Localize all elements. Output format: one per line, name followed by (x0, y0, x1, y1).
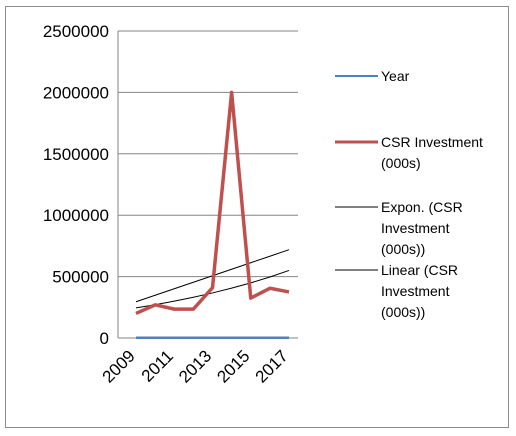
legend-entry-linear-trendline: Linear (CSR Investment (000s)) (335, 262, 458, 320)
series-lines (135, 90, 290, 340)
x-tick-label: 2015 (213, 346, 253, 386)
y-axis-ticks: 0 500000 1000000 1500000 2000000 2500000 (43, 22, 109, 348)
legend: Year CSR Investment (000s) Expon. (CSR Inves… (335, 68, 483, 320)
y-tick-label: 1000000 (43, 206, 109, 225)
legend-label: (000s) (381, 155, 421, 171)
legend-entry-year: Year (335, 68, 410, 84)
legend-label: Investment (381, 220, 450, 236)
x-tick-label: 2013 (175, 346, 215, 386)
x-tick-label: 2009 (99, 346, 139, 386)
legend-label: Investment (381, 283, 450, 299)
legend-label: (000s)) (381, 241, 425, 257)
legend-entry-csr-investment: CSR Investment (000s) (335, 134, 483, 171)
legend-label: Expon. (CSR (381, 199, 463, 215)
legend-label: Year (381, 68, 410, 84)
legend-label: CSR Investment (381, 134, 483, 150)
series-line-csr-investment (135, 90, 290, 316)
legend-label: (000s)) (381, 304, 425, 320)
legend-label: Linear (CSR (381, 262, 458, 278)
expon-trendline (135, 269, 290, 309)
y-tick-label: 2500000 (43, 22, 109, 41)
y-tick-label: 1500000 (43, 145, 109, 164)
legend-entry-expon-trendline: Expon. (CSR Investment (000s)) (335, 199, 463, 257)
y-tick-label: 0 (100, 329, 109, 348)
chart-frame (5, 6, 509, 428)
x-tick-label: 2017 (252, 346, 292, 386)
y-tick-label: 500000 (52, 268, 109, 287)
y-tick-label: 2000000 (43, 83, 109, 102)
x-tick-label: 2011 (138, 346, 177, 385)
